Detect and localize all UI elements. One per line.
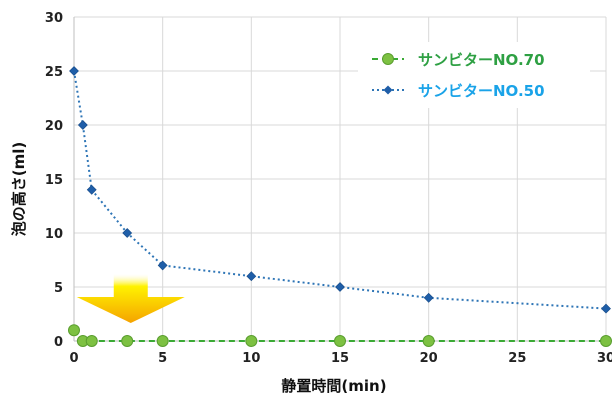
data-point	[334, 335, 346, 347]
y-tick-label: 25	[45, 65, 63, 80]
data-point	[156, 335, 169, 347]
data-point	[69, 66, 79, 76]
legend-marker	[383, 85, 393, 95]
x-tick-label: 0	[69, 351, 78, 366]
legend-label: サンビターNO.50	[418, 82, 545, 100]
y-tick-label: 15	[45, 173, 63, 188]
series-1	[68, 324, 612, 347]
x-tick-labels: 0 5 10 15 20 25 30	[69, 351, 612, 366]
x-tick-label: 5	[158, 351, 167, 366]
data-point	[245, 335, 258, 347]
data-point	[86, 184, 97, 195]
x-tick-label: 20	[420, 351, 438, 366]
data-point	[121, 335, 134, 347]
data-point	[246, 271, 257, 282]
series-layer	[68, 66, 612, 347]
data-point	[423, 292, 434, 303]
y-tick-label: 5	[54, 281, 63, 296]
data-point	[68, 324, 80, 337]
data-point	[601, 303, 611, 314]
series-line	[73, 70, 607, 310]
x-tick-label: 30	[597, 351, 612, 366]
y-tick-label: 0	[54, 335, 63, 350]
legend-label: サンビターNO.70	[418, 51, 545, 69]
data-point	[335, 282, 345, 292]
down-arrow-annotation	[76, 274, 185, 323]
series-2	[69, 66, 611, 314]
data-point	[422, 335, 435, 347]
y-tick-labels: 0 5 10 15 20 25 30	[45, 11, 63, 350]
x-tick-label: 15	[331, 351, 349, 366]
data-point	[77, 120, 88, 130]
data-point	[85, 335, 98, 347]
data-point	[122, 228, 133, 238]
y-tick-label: 20	[45, 119, 63, 134]
y-axis-title: 泡の高さ(ml)	[10, 142, 28, 236]
down-arrow	[76, 274, 185, 323]
x-axis-title: 静置時間(min)	[281, 377, 386, 394]
y-tick-label: 10	[45, 227, 63, 242]
data-point	[600, 335, 612, 347]
legend-box	[358, 42, 590, 108]
y-tick-label: 30	[45, 11, 63, 26]
x-tick-label: 10	[242, 351, 260, 366]
legend: サンビターNO.70 サンビターNO.50	[358, 42, 590, 108]
x-tick-label: 25	[508, 351, 526, 366]
legend-marker	[382, 53, 394, 65]
data-point	[157, 260, 168, 271]
